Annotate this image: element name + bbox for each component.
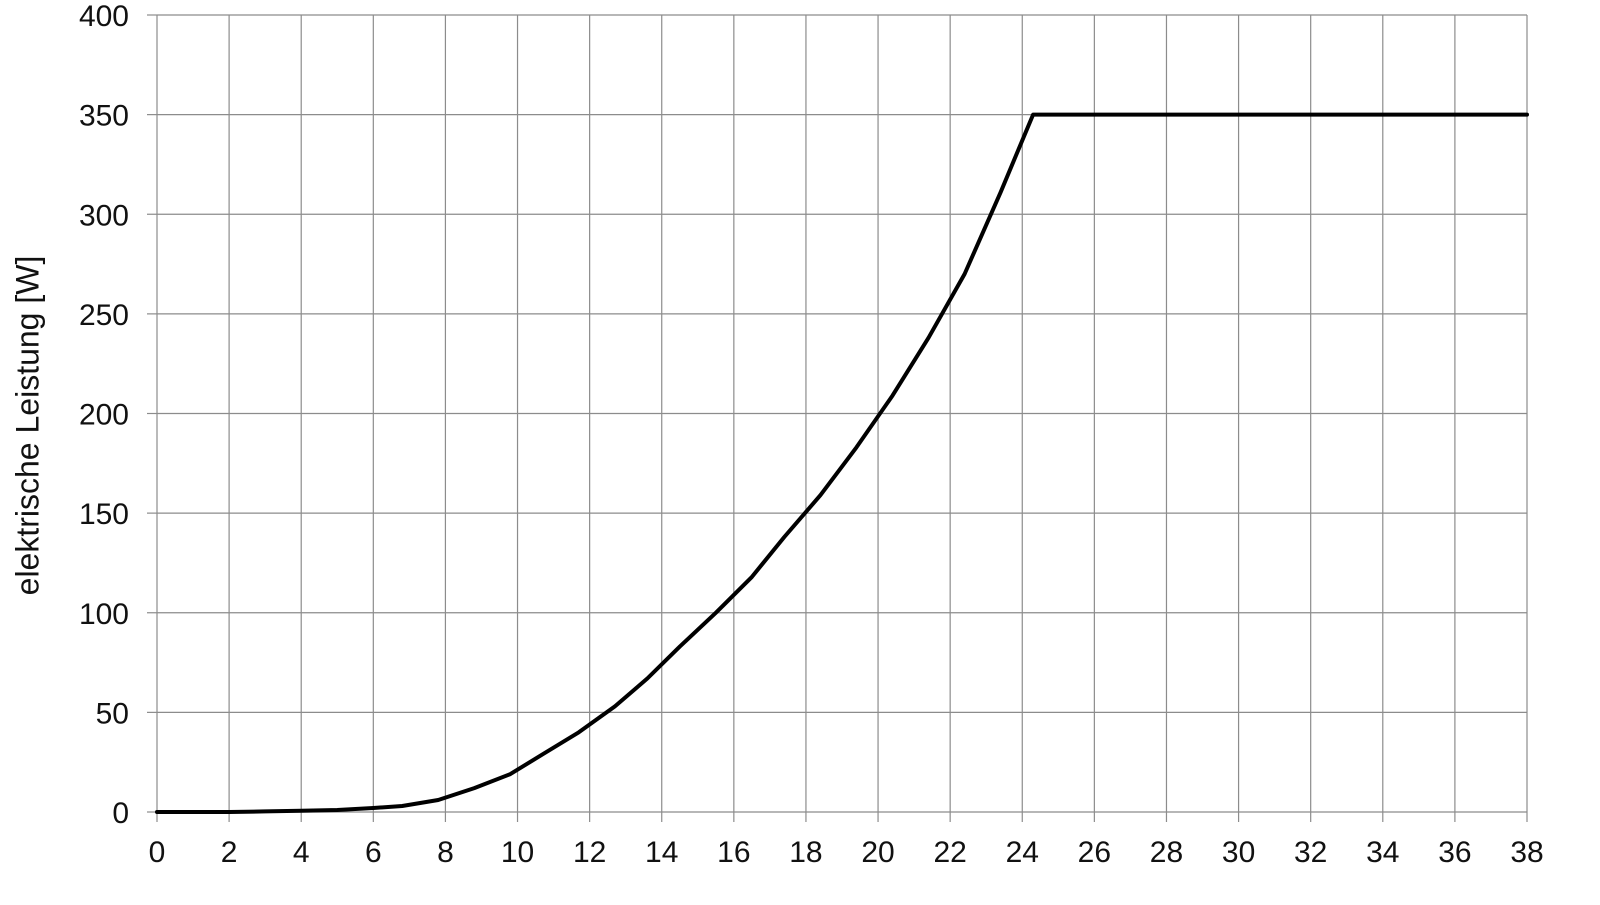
- y-tick-label: 0: [112, 797, 129, 830]
- x-tick-label: 26: [1078, 836, 1111, 869]
- series-layer: [155, 112, 1529, 814]
- x-tick-label: 28: [1150, 836, 1183, 869]
- x-tick-label: 34: [1366, 836, 1399, 869]
- x-tick-label: 14: [645, 836, 678, 869]
- x-tick-label: 18: [789, 836, 822, 869]
- x-tick-label: 22: [933, 836, 966, 869]
- x-tick-label: 32: [1294, 836, 1327, 869]
- y-tick-label: 400: [79, 0, 129, 33]
- y-tick-label: 100: [79, 598, 129, 631]
- x-tick-label: 30: [1222, 836, 1255, 869]
- x-tick-labels: 0 2 4 6 8 10 12 14 16 18 20 22 24 26 28 30 32 34 36 38: [149, 836, 1544, 869]
- y-tick-label: 50: [96, 697, 129, 730]
- y-axis-label: elektrische Leistung [W]: [9, 256, 45, 596]
- x-tick-label: 38: [1510, 836, 1543, 869]
- x-tick-label: 24: [1006, 836, 1039, 869]
- y-tick-labels: 0 50 100 150 200 250 300 350 400: [79, 0, 129, 830]
- x-tick-label: 4: [293, 836, 310, 869]
- x-tick-label: 12: [573, 836, 606, 869]
- y-tick-label: 350: [79, 100, 129, 133]
- y-tick-label: 250: [79, 299, 129, 332]
- y-tick-label: 150: [79, 498, 129, 531]
- y-tick-label: 200: [79, 399, 129, 432]
- x-tick-label: 8: [437, 836, 454, 869]
- series-line-0: [155, 112, 1529, 814]
- x-tick-label: 20: [861, 836, 894, 869]
- x-tick-label: 10: [501, 836, 534, 869]
- x-tick-label: 6: [365, 836, 382, 869]
- x-tick-label: 0: [149, 836, 166, 869]
- y-tick-label: 300: [79, 199, 129, 232]
- x-tick-label: 2: [221, 836, 238, 869]
- x-tick-label: 16: [717, 836, 750, 869]
- x-tick-label: 36: [1438, 836, 1471, 869]
- grid: [147, 14, 1528, 822]
